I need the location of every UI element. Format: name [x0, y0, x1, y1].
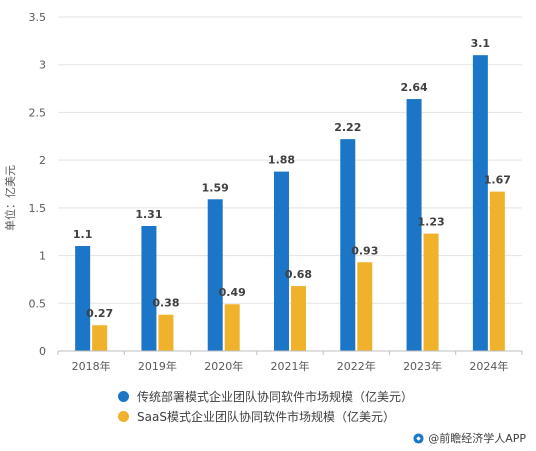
bar-saas [423, 233, 439, 351]
data-label-saas: 0.49 [219, 286, 246, 299]
y-tick-label: 1 [39, 250, 46, 263]
bar-traditional [274, 171, 289, 351]
x-tick-label: 2023年 [403, 359, 442, 373]
bar-traditional [406, 99, 422, 351]
y-tick-label: 0.5 [29, 297, 47, 310]
data-label-traditional: 2.22 [334, 121, 361, 134]
y-tick-label: 0 [39, 345, 46, 358]
qianzhan-logo-icon [413, 432, 424, 444]
data-label-traditional: 1.88 [268, 154, 295, 167]
y-tick-label: 2.5 [29, 106, 47, 119]
gridlines [58, 16, 522, 304]
bar-saas [291, 286, 306, 351]
y-tick-label: 3 [39, 59, 46, 72]
bars [75, 55, 505, 352]
data-label-traditional: 1.1 [73, 228, 93, 241]
bar-saas [224, 304, 240, 351]
source-text: @前瞻经济学人APP [428, 432, 526, 445]
legend: 传统部署模式企业团队协同软件市场规模（亿美元） SaaS模式企业团队协同软件市场… [118, 386, 413, 426]
source-credit: @前瞻经济学人APP [413, 430, 526, 446]
data-label-traditional: 1.59 [202, 181, 229, 194]
bar-saas [357, 262, 373, 351]
bar-saas [158, 314, 174, 351]
y-tick-label: 2 [39, 154, 46, 167]
data-label-traditional: 3.1 [471, 37, 491, 50]
data-label-saas: 1.23 [418, 216, 445, 229]
bar-traditional [141, 225, 157, 351]
legend-label-saas: SaaS模式企业团队协同软件市场规模（亿美元） [137, 409, 395, 424]
data-label-traditional: 1.31 [135, 208, 162, 221]
legend-item-saas: SaaS模式企业团队协同软件市场规模（亿美元） [118, 406, 413, 426]
bar-traditional [207, 199, 223, 351]
x-tick-label: 2020年 [204, 359, 243, 373]
x-tick-label: 2018年 [72, 359, 111, 373]
data-label-saas: 0.93 [351, 244, 378, 257]
data-label-saas: 0.27 [86, 307, 113, 320]
legend-label-traditional: 传统部署模式企业团队协同软件市场规模（亿美元） [137, 389, 414, 404]
legend-item-traditional: 传统部署模式企业团队协同软件市场规模（亿美元） [118, 386, 413, 406]
x-tick-label: 2022年 [337, 359, 376, 373]
bar-saas [489, 191, 505, 351]
data-label-saas: 0.68 [285, 268, 312, 281]
x-tick-label: 2024年 [469, 359, 508, 373]
legend-marker-traditional [118, 390, 129, 402]
bar-traditional [340, 139, 356, 351]
y-axis-label: 单位：亿美元 [3, 165, 17, 231]
data-label-traditional: 2.64 [401, 81, 428, 94]
data-label-saas: 1.67 [484, 174, 511, 187]
bar-saas [92, 325, 108, 351]
legend-marker-saas [118, 410, 129, 422]
y-axis-ticks: 0 0.5 1 1.5 2 2.5 3 3.5 [29, 11, 47, 358]
x-axis-ticks: 2018年 2019年 2020年 2021年 2022年 2023年 2024年 [57, 351, 523, 373]
data-labels: 1.1 0.27 1.31 0.38 1.59 0.49 1.88 0.68 2.22 0.93 2… [73, 37, 511, 320]
y-tick-label: 1.5 [29, 202, 47, 215]
x-tick-label: 2019年 [138, 359, 177, 373]
bar-traditional [75, 246, 91, 351]
data-label-saas: 0.38 [152, 297, 179, 310]
x-tick-label: 2021年 [271, 359, 310, 373]
y-tick-label: 3.5 [29, 11, 47, 24]
bar-traditional [472, 55, 488, 352]
